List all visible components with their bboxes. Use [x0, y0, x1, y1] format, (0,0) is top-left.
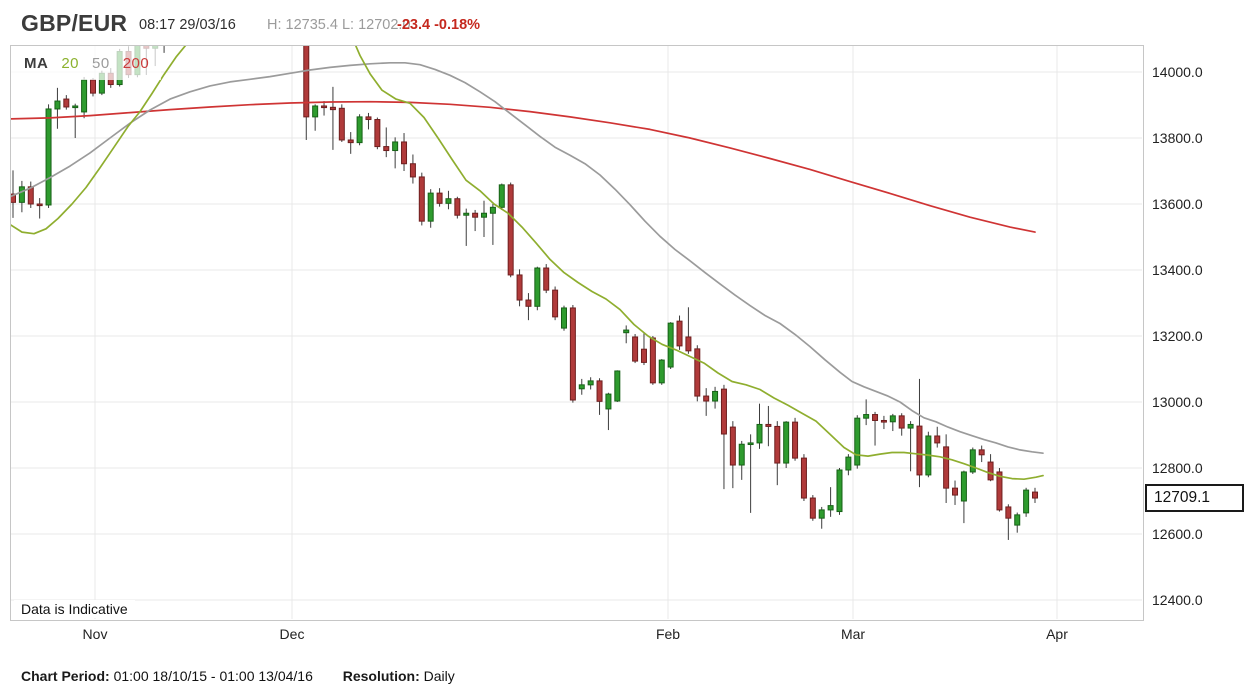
chart-footer: Chart Period: 01:00 18/10/15 - 01:00 13/…	[21, 668, 455, 684]
y-axis-label: 14000.0	[1152, 64, 1203, 80]
y-axis-label: 13400.0	[1152, 262, 1203, 278]
ma20-line	[11, 46, 1044, 481]
high-low-readout: H: 12735.4 L: 12702.0	[267, 17, 411, 33]
x-axis-label: Nov	[82, 626, 108, 642]
x-axis-label: Apr	[1046, 626, 1068, 642]
chart-period-value: 01:00 18/10/15 - 01:00 13/04/16	[113, 668, 313, 684]
last-price-tag: 12709.1	[1145, 484, 1244, 512]
y-axis-label: 12600.0	[1152, 526, 1203, 542]
price-change: -23.4 -0.18%	[397, 17, 481, 33]
ma200-line	[11, 100, 1036, 233]
y-axis-label: 12800.0	[1152, 460, 1203, 476]
gridlines	[11, 46, 1142, 619]
y-axis-label: 13800.0	[1152, 130, 1203, 146]
y-axis-label: 13600.0	[1152, 196, 1203, 212]
symbol-title: GBP/EUR	[21, 10, 128, 36]
chart-period-label: Chart Period:	[21, 668, 110, 684]
x-axis-label: Feb	[655, 626, 681, 642]
ma-50-legend[interactable]: 50	[92, 55, 110, 72]
resolution-label: Resolution:	[342, 668, 420, 684]
y-axis-label: 13000.0	[1152, 394, 1203, 410]
legend-backdrop	[11, 46, 161, 80]
quote-timestamp: 08:17 29/03/16	[139, 17, 236, 33]
x-axis-label: Dec	[279, 626, 305, 642]
ma-legend: MA 20 50 200	[24, 55, 149, 72]
data-indicative-note: Data is Indicative	[14, 600, 135, 618]
ma-20-legend[interactable]: 20	[61, 55, 80, 72]
ma50-line	[11, 61, 1044, 455]
ma-200-legend[interactable]: 200	[122, 55, 150, 72]
x-axis-label: Mar	[840, 626, 866, 642]
resolution-value: Daily	[423, 668, 455, 684]
y-axis-label: 13200.0	[1152, 328, 1203, 344]
plot-border	[10, 45, 1144, 621]
ma-legend-label: MA	[24, 55, 49, 72]
y-axis-label: 12400.0	[1152, 592, 1203, 608]
